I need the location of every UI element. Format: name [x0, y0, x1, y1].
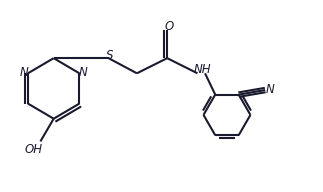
Text: OH: OH — [25, 143, 43, 156]
Text: N: N — [266, 83, 275, 96]
Text: N: N — [20, 66, 29, 79]
Text: S: S — [106, 49, 113, 62]
Text: N: N — [78, 66, 87, 79]
Text: NH: NH — [194, 63, 212, 76]
Text: O: O — [164, 20, 174, 32]
